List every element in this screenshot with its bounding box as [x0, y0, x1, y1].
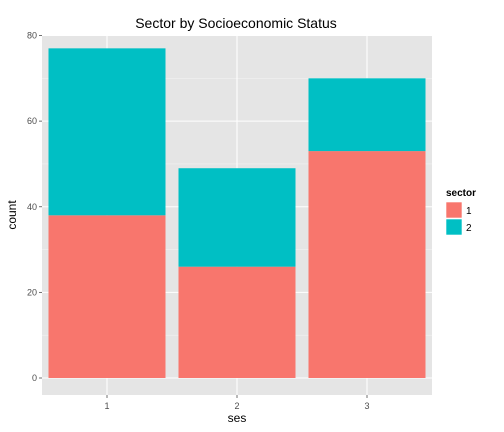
bar-ses-3-sector-1: [308, 151, 426, 378]
x-axis-title: ses: [228, 411, 247, 425]
y-tick-label: 80: [27, 31, 37, 41]
y-tick-label: 40: [27, 202, 37, 212]
x-tick-label: 2: [234, 401, 239, 411]
legend-label-1: 1: [466, 206, 472, 217]
legend-key-2: [445, 218, 463, 236]
x-axis-ticks: 1 2 3: [104, 395, 370, 411]
bars: [48, 48, 426, 378]
bar-ses-2-sector-1: [178, 266, 296, 378]
y-axis-title: count: [5, 200, 19, 230]
y-axis-ticks: 0 20 40 60 80: [27, 31, 42, 383]
legend-items: 12: [445, 201, 472, 236]
x-tick-label: 3: [364, 401, 369, 411]
legend-label-2: 2: [466, 223, 472, 234]
bar-ses-1-sector-2: [48, 48, 166, 216]
legend-key-1: [445, 201, 463, 219]
bar-ses-1-sector-1: [48, 215, 166, 378]
y-tick-label: 20: [27, 287, 37, 297]
bar-ses-2-sector-2: [178, 168, 296, 267]
legend: sector 12: [445, 188, 476, 236]
chart-title: Sector by Socioeconomic Status: [135, 15, 337, 31]
x-tick-label: 1: [104, 401, 109, 411]
legend-title: sector: [446, 188, 476, 199]
y-tick-label: 0: [32, 373, 37, 383]
bar-ses-3-sector-2: [308, 78, 426, 152]
y-tick-label: 60: [27, 116, 37, 126]
